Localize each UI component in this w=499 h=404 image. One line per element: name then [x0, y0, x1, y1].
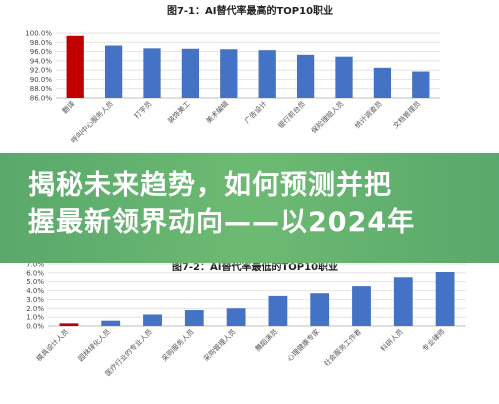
x-tick-label: 统计调查员 — [353, 99, 384, 130]
x-tick-label: 美术编辑 — [204, 99, 230, 125]
y-tick-label: 5.0% — [26, 278, 44, 286]
x-tick-label: 翻译 — [60, 99, 76, 115]
chart1-title: 图7-1：AI替代率最高的TOP10职业 — [167, 4, 333, 17]
bar — [104, 45, 123, 98]
x-tick-label: 打字员 — [132, 99, 153, 120]
bar — [352, 286, 371, 326]
bar — [184, 310, 204, 326]
chart1-y-axis: 86.0% 88.0%90.0%92.0% 94.0%96.0%98.0%100.0… — [25, 30, 52, 103]
y-tick-label: 88.0% — [30, 85, 53, 93]
chart2-y-axis: 0.0%1.0%2.0%3.0%4.0%5.0%6.0%7.0% — [26, 261, 44, 331]
x-tick-label: 舞蹈演员 — [253, 327, 279, 353]
y-tick-label: 2.0% — [26, 305, 44, 313]
x-tick-label: 广告设计 — [242, 99, 268, 125]
headline-banner: 揭秘未来趋势，如何预测并把 握最新领界动向——以2024年 — [0, 153, 499, 263]
y-tick-label: 98.0% — [30, 39, 53, 47]
x-tick-label: 装饰美工 — [166, 99, 192, 125]
headline-line-1: 揭秘未来趋势，如何预测并把 — [28, 170, 392, 201]
x-tick-label: 采购管理人员 — [201, 327, 237, 363]
x-tick-label: 模具设计人员 — [34, 327, 70, 363]
bar — [310, 293, 330, 326]
y-tick-label: 94.0% — [30, 57, 53, 65]
x-tick-label: 采购服务人员 — [160, 327, 196, 363]
bar — [335, 56, 353, 98]
y-tick-label: 3.0% — [26, 296, 44, 304]
x-tick-label: 心理健康专家 — [285, 327, 321, 363]
chart2-title: 图7-2：AI替代率最低的TOP10职业 — [172, 260, 338, 273]
headline-line-2: 握最新领界动向——以2024年 — [28, 207, 416, 238]
y-tick-label: 6.0% — [26, 269, 44, 277]
bar — [435, 271, 455, 326]
x-tick-label: 科研人员 — [379, 327, 405, 353]
chart1-bars — [66, 35, 430, 98]
x-tick-label: 社会服务工作者 — [322, 327, 363, 368]
y-tick-label: 86.0% — [30, 95, 53, 103]
bar — [412, 71, 430, 98]
y-tick-label: 7.0% — [26, 261, 44, 269]
bar — [181, 48, 200, 98]
chart-low-ai-replacement: 图7-2：AI替代率最低的TOP10职业 0.0%1.0%2.0%3.0%4.0… — [26, 260, 466, 378]
y-tick-label: 100.0% — [25, 30, 52, 38]
x-tick-label: 文档管理员 — [391, 99, 422, 130]
bar — [296, 54, 315, 98]
bar — [258, 50, 276, 98]
y-tick-label: 90.0% — [30, 76, 53, 84]
bar — [59, 323, 79, 326]
chart2-bars — [59, 271, 455, 326]
bar — [101, 320, 121, 326]
y-tick-label: 4.0% — [26, 287, 44, 295]
y-tick-label: 92.0% — [30, 67, 53, 75]
bar — [66, 35, 84, 98]
y-tick-label: 96.0% — [30, 48, 53, 56]
bar — [220, 49, 238, 98]
x-tick-label: 园林绿化人员 — [76, 327, 112, 363]
bar — [373, 67, 392, 98]
x-tick-label: 银行前台员 — [276, 99, 307, 130]
bar — [393, 277, 413, 326]
bar — [143, 314, 162, 326]
x-tick-label: 保险理赔人员 — [309, 99, 345, 135]
bar — [268, 295, 288, 326]
y-tick-label: 1.0% — [26, 314, 44, 322]
bar — [226, 308, 246, 326]
y-tick-label: 0.0% — [26, 323, 44, 331]
x-tick-label: 专业律师 — [420, 327, 446, 353]
bar — [143, 48, 161, 98]
chart-top-ai-replacement: 图7-1：AI替代率最高的TOP10职业 86.0% 88.0%90.0%92.0… — [25, 4, 440, 145]
